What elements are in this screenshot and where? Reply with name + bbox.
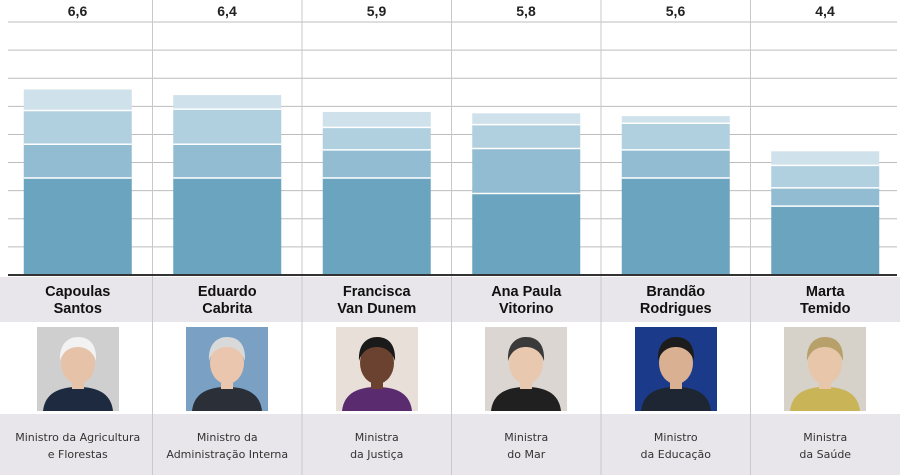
- minister-name: Brandão Rodrigues: [601, 280, 751, 322]
- minister-role-line: da Educação: [640, 448, 711, 461]
- minister-name-line: Vitorino: [498, 301, 554, 317]
- bar-value-label: 5,8: [516, 3, 536, 19]
- bar-value-label: 5,6: [665, 3, 686, 19]
- minister-portrait: [784, 327, 867, 411]
- minister-name: Francisca Van Dunem: [302, 280, 452, 322]
- minister-role: Ministro da Administração Interna: [153, 417, 303, 475]
- minister-role-line: da Justiça: [350, 448, 404, 461]
- minister-portrait: [485, 327, 568, 411]
- bar-segment: [621, 178, 730, 275]
- minister-name-line: Francisca: [342, 284, 411, 300]
- minister-name: Capoulas Santos: [3, 280, 153, 322]
- minister-name: Marta Temido: [751, 280, 900, 322]
- bar-value-label: 4,4: [815, 3, 835, 19]
- bar-segment: [472, 148, 581, 194]
- minister-role-line: da Saúde: [799, 448, 852, 461]
- bar-segment: [173, 95, 282, 110]
- minister-role-line: Ministro da Agricultura: [15, 431, 141, 444]
- minister-portrait: [335, 327, 418, 411]
- bar-segment: [472, 124, 581, 149]
- minister-name-line: Marta: [805, 284, 845, 300]
- minister-role: Ministra do Mar: [452, 417, 602, 475]
- minister-role-line: do Mar: [507, 448, 546, 461]
- minister-role-line: Ministra: [354, 431, 399, 444]
- minister-role: Ministro da Agricultura e Florestas: [3, 417, 153, 475]
- minister-portrait: [186, 327, 269, 411]
- bar-segment: [621, 116, 730, 124]
- minister-role: Ministra da Saúde: [751, 417, 900, 475]
- minister-name: Eduardo Cabrita: [153, 280, 303, 322]
- minister-portrait: [634, 327, 717, 411]
- bar-segment: [23, 110, 132, 145]
- bar-segment: [173, 144, 282, 179]
- bar-segment: [173, 109, 282, 145]
- minister-portrait: [36, 327, 119, 411]
- minister-name-line: Brandão: [646, 284, 706, 300]
- bar-segment: [322, 111, 431, 128]
- bar-segment: [771, 165, 880, 188]
- minister-name: Ana Paula Vitorino: [452, 280, 602, 322]
- minister-role-line: Ministra: [803, 431, 848, 444]
- bar-value-label: 5,9: [366, 3, 387, 19]
- bar-segment: [322, 149, 431, 179]
- minister-role-line: Administração Interna: [166, 448, 289, 461]
- bar-segment: [23, 178, 132, 275]
- minister-name-line: Cabrita: [202, 301, 253, 317]
- minister-role-line: Ministra: [504, 431, 549, 444]
- minister-name-line: Eduardo: [197, 284, 257, 300]
- bar-segment: [472, 193, 581, 275]
- bar-segment: [771, 206, 880, 275]
- bar-segment: [771, 187, 880, 207]
- bar-value-label: 6,4: [217, 3, 237, 19]
- bar-segment: [771, 151, 880, 166]
- bar-segment: [472, 113, 581, 125]
- bar-segment: [621, 123, 730, 150]
- minister-role-line: Ministro: [653, 431, 698, 444]
- minister-role-line: Ministro da: [196, 431, 258, 444]
- minister-role: Ministra da Justiça: [302, 417, 452, 475]
- bar-segment: [23, 89, 132, 111]
- minister-role-line: e Florestas: [47, 448, 108, 461]
- minister-name-line: Rodrigues: [639, 301, 712, 317]
- minister-name-line: Ana Paula: [491, 284, 562, 300]
- bar-segment: [23, 144, 132, 179]
- minister-role: Ministro da Educação: [601, 417, 751, 475]
- minister-name-line: Van Dunem: [337, 301, 417, 317]
- bar-segment: [322, 178, 431, 275]
- bar-segment: [322, 127, 431, 150]
- bar-segment: [173, 178, 282, 275]
- bar-segment: [621, 149, 730, 179]
- bar-value-label: 6,6: [67, 3, 88, 19]
- minister-name-line: Capoulas: [45, 284, 111, 300]
- minister-name-line: Santos: [53, 301, 102, 317]
- minister-name-line: Temido: [800, 301, 851, 317]
